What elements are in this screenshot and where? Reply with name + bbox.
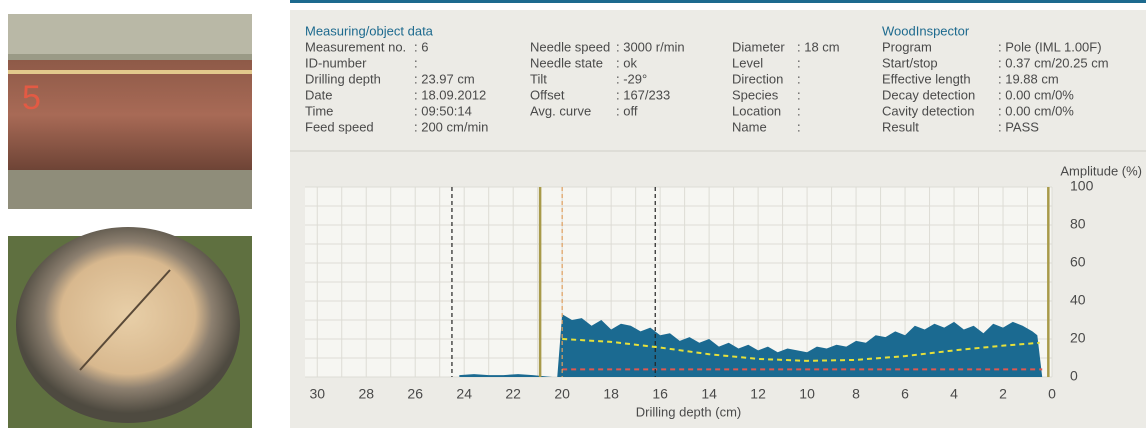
info-value: : Pole (IML 1.00F): [998, 39, 1102, 54]
x-tick-label: 28: [358, 386, 374, 402]
info-value: : PASS: [998, 119, 1039, 134]
info-label: Species: [732, 87, 779, 102]
info-label: Measurement no.: [305, 39, 406, 54]
x-tick-label: 2: [999, 386, 1007, 402]
info-label: Needle speed: [530, 39, 610, 54]
x-tick-label: 20: [554, 386, 570, 402]
info-label: Feed speed: [305, 119, 374, 134]
x-tick-label: 26: [407, 386, 423, 402]
info-value: : 0.00 cm/0%: [998, 87, 1074, 102]
info-label: Avg. curve: [530, 103, 591, 118]
x-tick-label: 14: [701, 386, 717, 402]
y-tick-label: 0: [1070, 368, 1078, 384]
x-tick-label: 0: [1048, 386, 1056, 402]
info-label: Name: [732, 119, 767, 134]
y-tick-label: 60: [1070, 254, 1086, 270]
info-value: :: [797, 87, 801, 102]
x-tick-label: 24: [456, 386, 472, 402]
curve: [562, 338, 1040, 362]
y-tick-label: 40: [1070, 292, 1086, 308]
info-value: : 6: [414, 39, 428, 54]
info-value: : 19.88 cm: [998, 71, 1059, 86]
x-tick-label: 16: [652, 386, 668, 402]
info-value: : 3000 r/min: [616, 39, 685, 54]
info-value: : 23.97 cm: [414, 71, 475, 86]
info-label: Drilling depth: [305, 71, 381, 86]
svg-text:5: 5: [22, 79, 41, 117]
info-value: : 0.00 cm/0%: [998, 103, 1074, 118]
x-tick-label: 10: [799, 386, 815, 402]
info-label: Start/stop: [882, 55, 938, 70]
info-label: Result: [882, 119, 919, 134]
info-label: Time: [305, 103, 333, 118]
info-label: Diameter: [732, 39, 785, 54]
amplitude-area: [459, 314, 1043, 377]
info-label: Program: [882, 39, 932, 54]
info-label: Direction: [732, 71, 783, 86]
y-tick-label: 20: [1070, 330, 1086, 346]
x-tick-label: 18: [603, 386, 619, 402]
info-label: Needle state: [530, 55, 603, 70]
info-value: : 167/233: [616, 87, 670, 102]
x-tick-label: 30: [309, 386, 325, 402]
info-value: : 0.37 cm/20.25 cm: [998, 55, 1109, 70]
photo-log: 5: [8, 14, 252, 209]
top-rule: [290, 0, 1146, 3]
info-label: Offset: [530, 87, 565, 102]
y-axis-label: Amplitude (%): [1060, 163, 1142, 178]
x-tick-label: 12: [750, 386, 766, 402]
info-label: Level: [732, 55, 763, 70]
photo-cross-section: [8, 227, 252, 428]
info-value: : 18 cm: [797, 39, 840, 54]
info-label: Location: [732, 103, 781, 118]
info-label: Date: [305, 87, 332, 102]
info-value: :: [797, 55, 801, 70]
info-value: :: [797, 71, 801, 86]
info-value: : -29°: [616, 71, 647, 86]
info-label: ID-number: [305, 55, 367, 70]
x-tick-label: 22: [505, 386, 521, 402]
x-tick-label: 8: [852, 386, 860, 402]
info-value: :: [797, 103, 801, 118]
info-label: Tilt: [530, 71, 547, 86]
info-label: Cavity detection: [882, 103, 975, 118]
info-title: Measuring/object data: [305, 23, 434, 38]
info-value: : 09:50:14: [414, 103, 472, 118]
info-value: : ok: [616, 55, 637, 70]
x-axis-label: Drilling depth (cm): [636, 404, 741, 419]
info-value: : 200 cm/min: [414, 119, 488, 134]
info-label: Decay detection: [882, 87, 975, 102]
info-value: :: [797, 119, 801, 134]
info-label: Effective length: [882, 71, 971, 86]
x-tick-label: 4: [950, 386, 958, 402]
inspector-title: WoodInspector: [882, 23, 970, 38]
info-value: :: [414, 55, 418, 70]
x-tick-label: 6: [901, 386, 909, 402]
info-value: : off: [616, 103, 638, 118]
info-value: : 18.09.2012: [414, 87, 486, 102]
y-tick-label: 100: [1070, 178, 1094, 194]
y-tick-label: 80: [1070, 216, 1086, 232]
